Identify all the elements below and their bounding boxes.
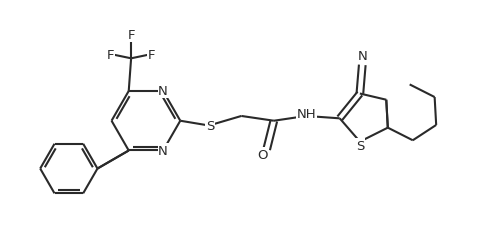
Text: N: N [358,50,367,62]
Text: O: O [258,148,268,161]
Text: N: N [158,85,168,98]
Text: S: S [356,139,364,152]
Text: F: F [107,49,115,62]
Text: F: F [127,29,135,42]
Text: S: S [206,119,214,133]
Text: F: F [148,49,155,62]
Text: NH: NH [296,108,316,121]
Text: N: N [158,144,168,157]
